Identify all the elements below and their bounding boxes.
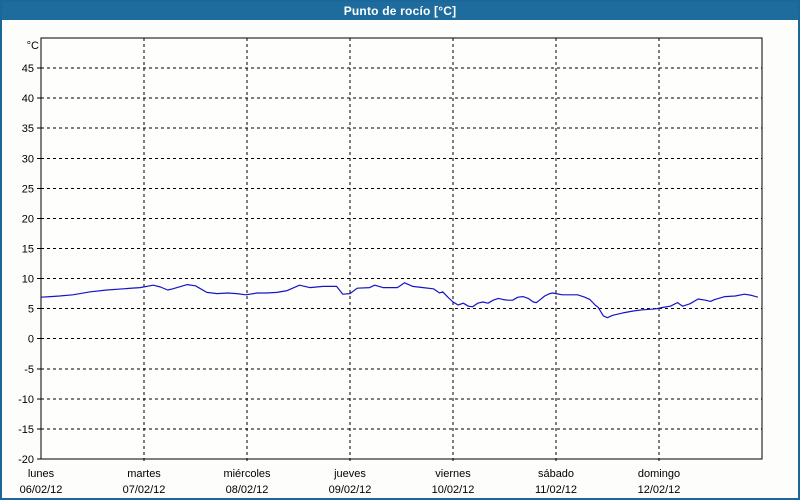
y-tick-label: -5 — [24, 364, 34, 376]
plot-frame-outline — [40, 37, 763, 460]
dew-point-chart: 45 40 35 30 25 20 15 10 5 0 -5 -10 -15 -20 °C lunes 06/0… — [18, 37, 763, 496]
y-tick-label: 45 — [22, 63, 34, 75]
chart-area: 45 40 35 30 25 20 15 10 5 0 -5 -10 -15 -20 °C lunes 06/0… — [2, 20, 798, 498]
x-date-label: 08/02/12 — [226, 484, 269, 496]
x-day-label: jueves — [333, 468, 366, 480]
x-day-label: miércoles — [223, 468, 271, 480]
y-tick-label: 10 — [22, 274, 34, 286]
x-day-label: martes — [127, 468, 161, 480]
page-title: Punto de rocío [°C] — [343, 4, 457, 18]
y-tick-label: -15 — [18, 424, 34, 436]
x-date-label: 10/02/12 — [432, 484, 475, 496]
x-date-label: 07/02/12 — [123, 484, 166, 496]
x-date-label: 09/02/12 — [329, 484, 372, 496]
x-day-label: sábado — [538, 468, 574, 480]
y-tick-label: 30 — [22, 153, 34, 165]
dew-point-line — [40, 282, 759, 319]
titlebar: Punto de rocío [°C] — [2, 2, 798, 20]
x-day-label: domingo — [638, 468, 680, 480]
y-tick-label: 40 — [22, 93, 34, 105]
y-tick-label: -20 — [18, 454, 34, 466]
y-axis-unit-label: °C — [27, 40, 39, 52]
y-tick-label: 0 — [28, 334, 34, 346]
x-date-label: 12/02/12 — [638, 484, 681, 496]
x-day-label: viernes — [435, 468, 471, 480]
x-day-label: lunes — [28, 468, 55, 480]
x-date-label: 11/02/12 — [535, 484, 577, 496]
y-tick-label: 25 — [22, 183, 34, 195]
y-tick-label: 35 — [22, 123, 34, 135]
y-tick-label: 5 — [28, 304, 34, 316]
y-tick-label: 20 — [22, 213, 34, 225]
x-date-label: 06/02/12 — [20, 484, 63, 496]
y-tick-label: -10 — [18, 394, 34, 406]
y-tick-label: 15 — [22, 244, 34, 256]
